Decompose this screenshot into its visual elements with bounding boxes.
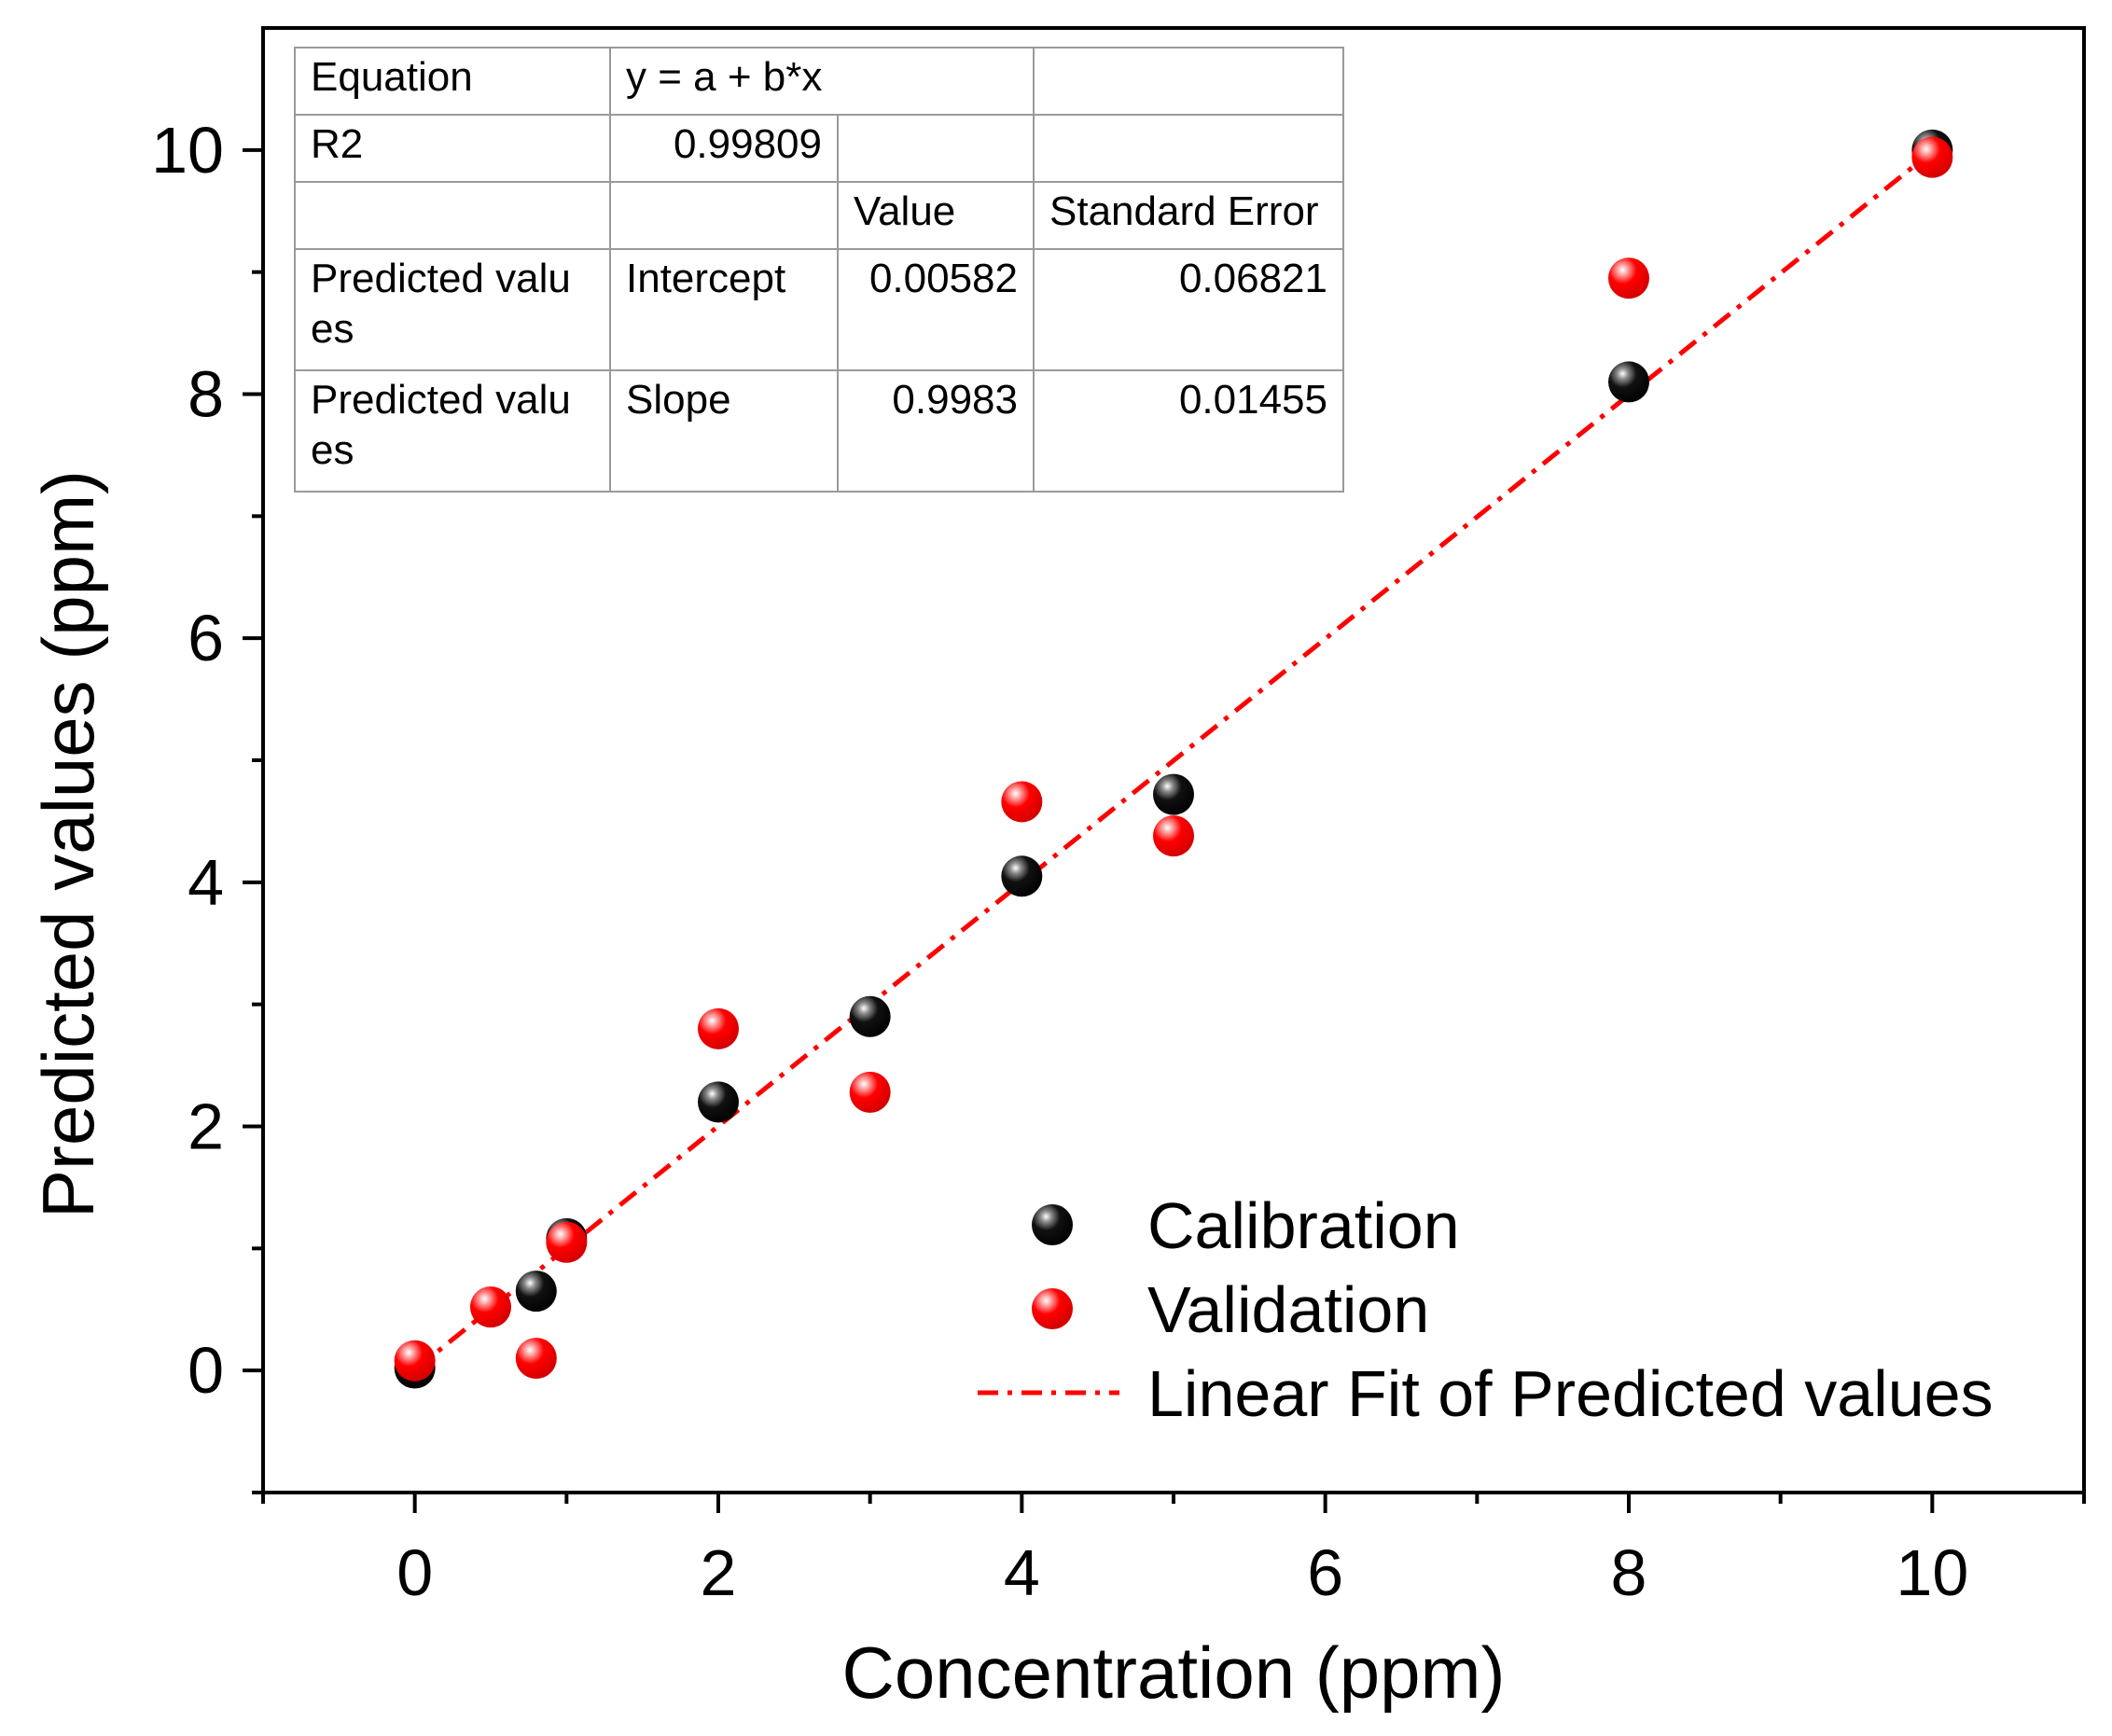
legend-marker-fit [978, 1390, 1119, 1396]
fit-line-layer [413, 149, 1934, 1372]
legend-label-fit: Linear Fit of Predicted values [1147, 1357, 1994, 1430]
slope-row-name: Predicted valu es [294, 369, 611, 493]
validation-point [470, 1286, 511, 1328]
y-tick-label: 0 [188, 1334, 224, 1407]
intercept-value: 0.00582 [837, 248, 1035, 371]
row-name-line1: Predicted valu [311, 256, 571, 301]
validation-point [1153, 815, 1194, 857]
calibration-point [1001, 855, 1043, 897]
equation-row: Equation y = a + b*x [294, 47, 1344, 116]
y-tick-label: 2 [188, 1090, 224, 1163]
calibration-point [1153, 773, 1194, 815]
validation-point [849, 1071, 891, 1113]
validation-point [1911, 136, 1953, 178]
data-points [394, 129, 1953, 1389]
legend-marker-calibration [1032, 1204, 1073, 1245]
x-tick-label: 0 [396, 1536, 433, 1609]
r2-value: 0.99809 [609, 114, 839, 183]
x-axis-label: Concentration (ppm) [842, 1632, 1506, 1714]
validation-point [546, 1221, 588, 1263]
header-empty-cell-1 [294, 181, 611, 250]
x-tick-label: 4 [1004, 1536, 1040, 1609]
r2-empty-cell-2 [1033, 114, 1344, 183]
intercept-stderr: 0.06821 [1033, 248, 1344, 371]
x-tick-label: 10 [1896, 1536, 1968, 1609]
row-name-line2: es [311, 427, 354, 473]
calibration-point [1608, 361, 1649, 403]
y-tick-label: 8 [188, 358, 224, 431]
validation-point [1001, 781, 1043, 823]
plot-frame [261, 26, 2086, 1494]
calibration-point [849, 995, 891, 1037]
equation-empty-cell [1033, 47, 1344, 116]
slope-value: 0.9983 [837, 369, 1035, 493]
r2-label: R2 [294, 114, 611, 183]
validation-point [394, 1340, 436, 1382]
r2-row: R2 0.99809 [294, 114, 1344, 183]
header-row: Value Standard Error [294, 181, 1344, 250]
slope-param: Slope [609, 369, 839, 493]
intercept-row: Predicted valu es Intercept 0.00582 0.068… [294, 248, 1344, 371]
x-tick-label: 6 [1307, 1536, 1343, 1609]
validation-point [515, 1338, 557, 1380]
row-name-line2: es [311, 306, 354, 352]
y-axis-label: Predicted values (ppm) [27, 470, 109, 1218]
validation-point [1608, 257, 1649, 299]
slope-stderr: 0.01455 [1033, 369, 1344, 493]
y-tick-label: 10 [151, 114, 224, 187]
header-empty-cell-2 [609, 181, 839, 250]
value-header: Value [837, 181, 1035, 250]
fit-results-table: Equation y = a + b*x R2 0.99809 Value St… [294, 47, 1344, 493]
calibration-point [515, 1271, 557, 1312]
linear-fit-line [413, 149, 1934, 1372]
legend-label-calibration: Calibration [1147, 1189, 1460, 1262]
calibration-point [698, 1081, 739, 1123]
equation-value: y = a + b*x [609, 47, 1035, 116]
legend-marker-validation [1032, 1288, 1073, 1329]
intercept-row-name: Predicted valu es [294, 248, 611, 371]
tick-labels: 0 2 4 6 8 10 0 2 4 6 8 10 [151, 114, 1968, 1609]
slope-row: Predicted valu es Slope 0.9983 0.01455 [294, 369, 1344, 493]
r2-empty-cell-1 [837, 114, 1035, 183]
legend-label-validation: Validation [1147, 1273, 1430, 1346]
y-tick-label: 6 [188, 602, 224, 674]
y-tick-label: 4 [188, 846, 224, 919]
x-tick-label: 8 [1611, 1536, 1647, 1609]
row-name-line1: Predicted valu [311, 377, 571, 423]
x-tick-label: 2 [701, 1536, 737, 1609]
validation-point [698, 1007, 739, 1049]
equation-label: Equation [294, 47, 611, 116]
stderr-header: Standard Error [1033, 181, 1344, 250]
intercept-param: Intercept [609, 248, 839, 371]
